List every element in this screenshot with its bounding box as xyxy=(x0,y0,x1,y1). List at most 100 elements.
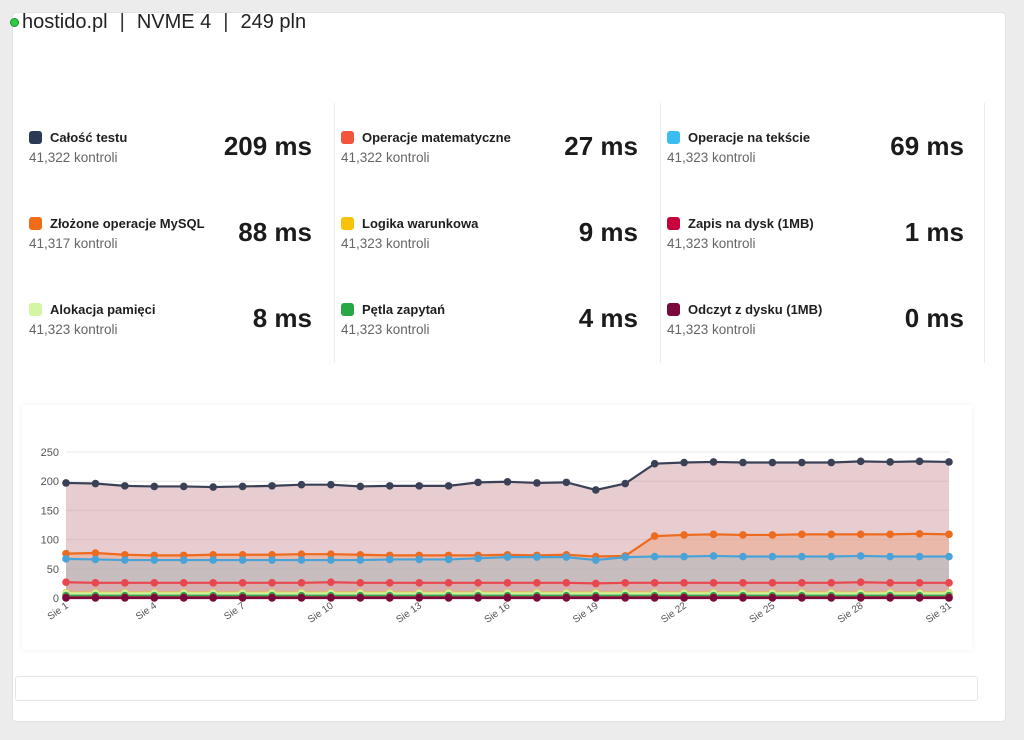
data-point xyxy=(91,555,100,564)
data-point xyxy=(268,594,276,602)
data-point xyxy=(444,555,453,564)
data-point xyxy=(650,552,659,561)
x-tick-label: Sie 10 xyxy=(306,600,336,626)
data-point xyxy=(621,579,630,587)
data-point xyxy=(650,594,659,602)
data-point xyxy=(179,579,188,587)
stat-checks: 41,323 kontroli xyxy=(29,322,118,337)
data-point xyxy=(91,594,100,602)
data-point xyxy=(709,579,718,587)
data-point xyxy=(297,556,306,564)
stat-memory: Alokacja pamięci 41,323 kontroli 8 ms xyxy=(22,275,334,361)
plan-name: NVME 4 xyxy=(136,10,212,33)
data-point xyxy=(680,458,688,467)
data-point xyxy=(886,552,894,561)
stat-text: Operacje na tekście 41,323 kontroli 69 m… xyxy=(660,103,986,189)
data-point xyxy=(798,530,806,539)
data-point xyxy=(709,552,718,560)
data-point xyxy=(680,552,688,561)
data-point xyxy=(121,556,129,564)
x-tick-label: Sie 4 xyxy=(134,600,159,622)
data-point xyxy=(121,550,129,559)
legend-swatch xyxy=(667,216,680,230)
data-point xyxy=(238,482,247,491)
performance-chart: 0 50 100 150 200 250 Sie 1 Sie 4 Sie 7 Sie 10 Sie … xyxy=(41,447,954,626)
data-point xyxy=(592,594,600,602)
data-point xyxy=(827,552,836,561)
stat-math: Operacje matematyczne 41,322 kontroli 27… xyxy=(334,103,660,189)
x-tick-label: Sie 13 xyxy=(394,600,424,626)
stat-checks: 41,323 kontroli xyxy=(667,150,756,165)
data-point xyxy=(798,579,806,587)
data-point xyxy=(327,550,335,558)
data-point xyxy=(503,579,512,587)
data-point xyxy=(621,479,630,488)
data-point xyxy=(356,556,365,564)
data-point xyxy=(209,483,217,491)
data-point xyxy=(768,579,777,587)
data-point xyxy=(533,553,541,561)
column-divider xyxy=(660,103,661,363)
series-area xyxy=(66,461,949,598)
data-point xyxy=(62,549,70,558)
stat-checks: 41,317 kontroli xyxy=(29,236,118,251)
legend-swatch xyxy=(29,302,42,316)
stat-value: 8 ms xyxy=(252,303,312,333)
data-point xyxy=(268,579,276,587)
data-point xyxy=(297,550,306,558)
data-point xyxy=(209,594,217,602)
stat-label: Całość testu xyxy=(50,129,128,145)
data-point xyxy=(768,552,777,561)
chart-card: 0 50 100 150 200 250 Sie 1 Sie 4 Sie 7 Sie 10 Sie … xyxy=(22,405,972,650)
data-point xyxy=(474,478,482,487)
data-point xyxy=(945,458,953,466)
data-point xyxy=(297,480,306,489)
y-tick-label: 100 xyxy=(41,535,59,547)
data-point xyxy=(945,552,953,561)
data-point xyxy=(444,594,453,602)
data-point xyxy=(798,458,806,467)
data-point xyxy=(680,579,688,587)
stat-label: Operacje na tekście xyxy=(688,129,811,145)
data-point xyxy=(327,556,335,564)
data-point xyxy=(268,550,276,559)
data-point xyxy=(503,477,512,486)
stat-conditional: Logika warunkowa 41,323 kontroli 9 ms xyxy=(334,189,660,275)
stat-disk-read: Odczyt z dysku (1MB) 41,323 kontroli 0 m… xyxy=(660,275,986,361)
data-point xyxy=(915,529,924,538)
data-point xyxy=(503,553,512,561)
data-point xyxy=(150,594,159,602)
brand-name: hostido.pl xyxy=(22,10,108,33)
stat-label: Operacje matematyczne xyxy=(362,129,511,145)
header-separator: | xyxy=(223,10,229,33)
stat-value: 88 ms xyxy=(238,217,312,247)
footer-bar xyxy=(15,676,978,701)
stat-value: 0 ms xyxy=(904,303,964,333)
x-tick-label: Sie 28 xyxy=(836,600,866,626)
data-point xyxy=(150,556,159,564)
data-point xyxy=(91,579,100,587)
data-point xyxy=(827,530,836,539)
stat-label: Pętla zapytań xyxy=(362,301,446,317)
data-point xyxy=(856,578,865,587)
data-point xyxy=(650,459,659,468)
data-point xyxy=(592,556,600,564)
data-point xyxy=(150,482,159,491)
data-point xyxy=(385,579,394,587)
data-point xyxy=(915,457,924,466)
stat-checks: 41,323 kontroli xyxy=(341,236,430,251)
stat-checks: 41,323 kontroli xyxy=(341,322,430,337)
data-point xyxy=(915,552,924,561)
x-tick-label: Sie 1 xyxy=(46,600,71,622)
legend-swatch xyxy=(29,216,42,230)
data-point xyxy=(650,532,659,540)
data-point xyxy=(415,594,424,602)
legend-swatch xyxy=(667,130,680,144)
data-point xyxy=(562,553,571,561)
data-point xyxy=(768,531,777,539)
stat-value: 4 ms xyxy=(578,303,638,333)
data-point xyxy=(915,579,924,587)
data-point xyxy=(385,482,394,490)
stat-value: 209 ms xyxy=(223,131,312,161)
data-point xyxy=(709,530,718,539)
